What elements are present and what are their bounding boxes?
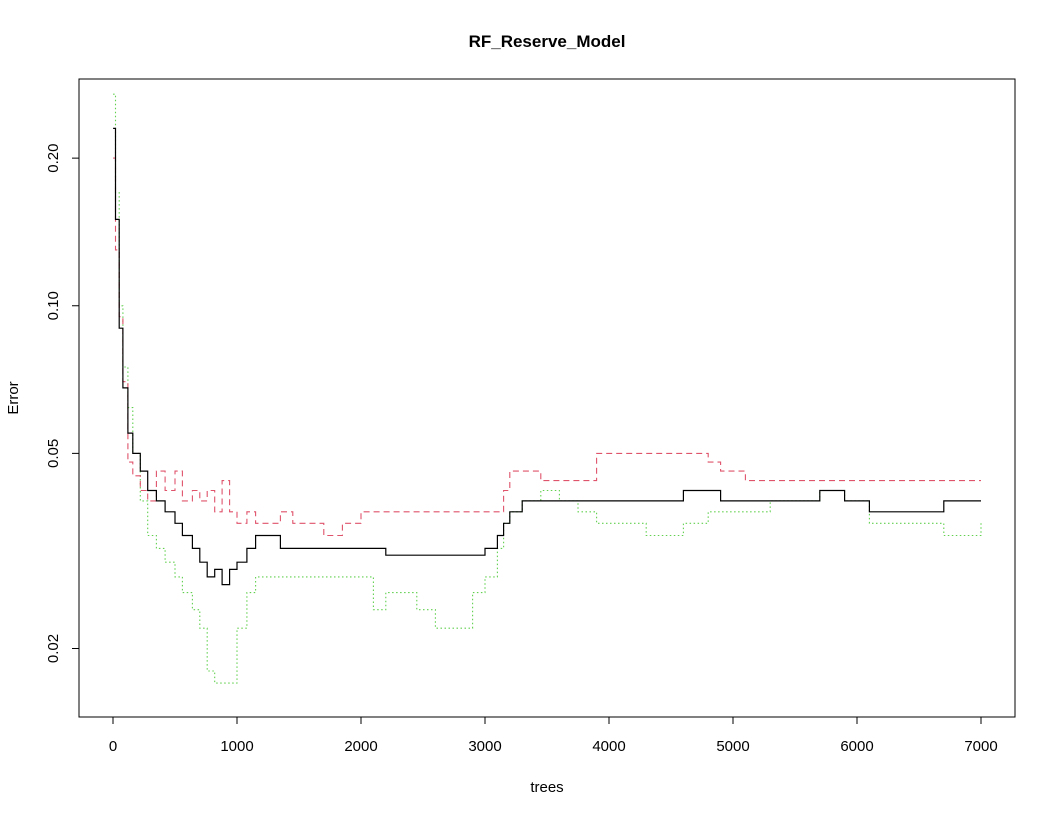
x-tick-label: 4000: [592, 738, 625, 755]
x-tick-label: 5000: [716, 738, 749, 755]
y-tick-label: 0.10: [45, 291, 62, 320]
series-line-2: [113, 157, 981, 537]
x-axis-label: trees: [530, 779, 563, 796]
y-tick-label: 0.20: [45, 144, 62, 173]
x-tick-label: 7000: [964, 738, 997, 755]
plot-frame: [78, 78, 1016, 718]
y-axis: 0.02 0.05 0.10 0.20: [45, 144, 80, 663]
series-line-1: [113, 127, 981, 586]
x-tick-label: 0: [109, 738, 117, 755]
series-line-3: [113, 93, 982, 684]
x-tick-label: 2000: [344, 738, 377, 755]
x-tick-label: 6000: [840, 738, 873, 755]
series-layer: [113, 93, 982, 684]
x-tick-label: 1000: [220, 738, 253, 755]
y-tick-label: 0.05: [45, 439, 62, 468]
x-tick-label: 3000: [468, 738, 501, 755]
chart-title: RF_Reserve_Model: [469, 32, 626, 51]
y-tick-label: 0.02: [45, 634, 62, 663]
y-axis-label: Error: [5, 381, 22, 414]
x-axis: 0 1000 2000 3000 4000 5000 6000 7000: [109, 716, 998, 755]
